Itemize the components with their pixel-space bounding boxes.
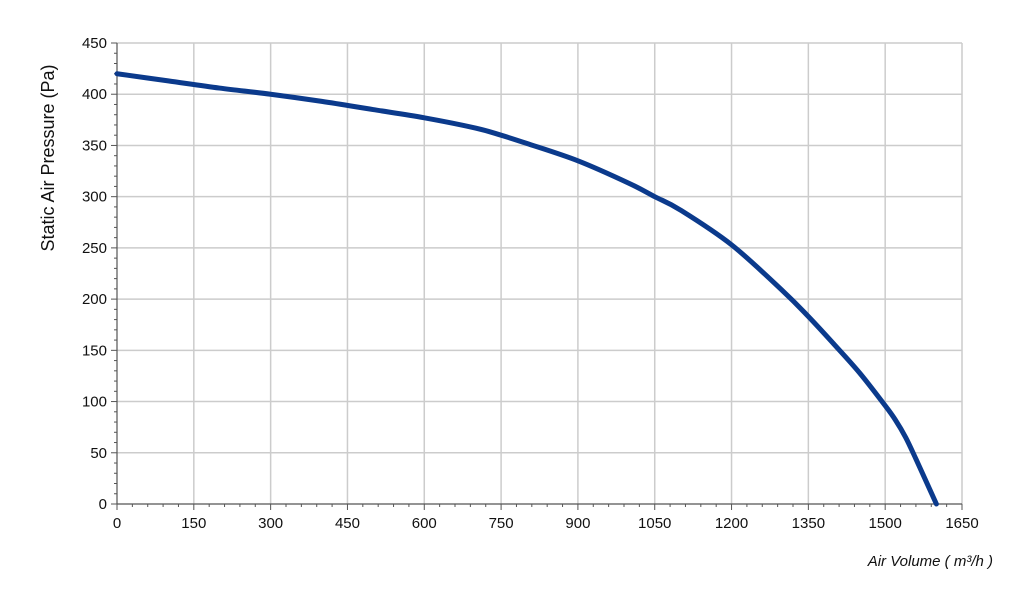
x-tick-label: 1500 <box>868 515 901 532</box>
x-tick-label: 600 <box>412 515 437 532</box>
y-tick-label: 0 <box>99 496 107 513</box>
x-tick-label: 0 <box>113 515 121 532</box>
x-axis-title: Air Volume ( m³/h ) <box>867 553 993 570</box>
y-tick-label: 400 <box>82 86 107 103</box>
y-tick-label: 250 <box>82 240 107 257</box>
x-tick-label: 150 <box>181 515 206 532</box>
y-tick-labels: 0 50 100 150 200 250 300 350 400 450 <box>82 35 107 513</box>
y-tick-label: 300 <box>82 189 107 206</box>
y-tick-label: 450 <box>82 35 107 52</box>
x-tick-label: 750 <box>489 515 514 532</box>
y-axis-title: Static Air Pressure (Pa) <box>38 64 58 251</box>
grid <box>117 42 963 504</box>
x-tick-labels: 0 150 300 450 600 750 900 1050 1200 1350 1500 1650 <box>113 515 979 532</box>
y-tick-label: 150 <box>82 342 107 359</box>
x-tick-label: 1050 <box>638 515 671 532</box>
x-tick-label: 300 <box>258 515 283 532</box>
x-tick-label: 450 <box>335 515 360 532</box>
x-tick-label: 900 <box>565 515 590 532</box>
series-line <box>114 71 939 507</box>
y-tick-label: 100 <box>82 394 107 411</box>
series-group <box>114 71 939 507</box>
x-tick-label: 1650 <box>945 515 978 532</box>
x-tick-label: 1350 <box>792 515 825 532</box>
axes <box>111 42 963 510</box>
y-tick-label: 50 <box>90 445 107 462</box>
y-tick-label: 350 <box>82 137 107 154</box>
y-tick-label: 200 <box>82 291 107 308</box>
x-tick-label: 1200 <box>715 515 748 532</box>
